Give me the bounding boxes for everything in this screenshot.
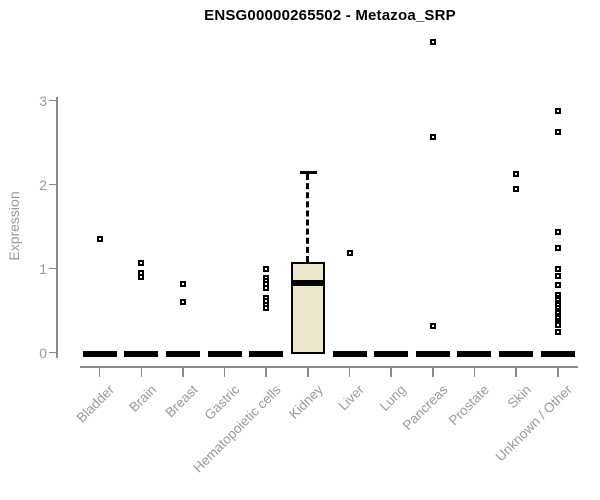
box-kidney (290, 261, 325, 355)
outlier-point (179, 281, 186, 288)
outlier-point (554, 229, 561, 236)
outlier-point (429, 38, 436, 45)
collapsed-box-hematopoietic-cells (249, 350, 284, 357)
x-tick (390, 367, 392, 377)
outlier-point (513, 171, 520, 178)
collapsed-box-liver (332, 350, 367, 357)
outlier-point (554, 282, 561, 289)
outlier-point (554, 321, 561, 328)
y-tick-label: 2 (39, 176, 47, 193)
median-line (290, 279, 325, 286)
x-tick (557, 367, 559, 377)
y-axis-title: Expression (6, 191, 22, 261)
outlier-point (346, 249, 353, 256)
x-axis-label-gastric: Gastric (201, 382, 243, 423)
x-axis-line (80, 366, 578, 368)
outlier-point (96, 236, 103, 243)
y-tick-label: 1 (39, 260, 47, 277)
collapsed-box-breast (165, 350, 200, 357)
y-tick-label: 0 (39, 344, 47, 361)
collapsed-box-pancreas (415, 350, 450, 357)
whisker-line (306, 173, 310, 262)
x-tick (182, 367, 184, 377)
y-tick (49, 183, 57, 186)
x-tick (307, 367, 309, 377)
outlier-point (263, 266, 270, 273)
outlier-point (263, 304, 270, 311)
x-axis-label-pancreas: Pancreas (399, 382, 451, 433)
outlier-point (138, 273, 145, 280)
x-tick (140, 367, 142, 377)
x-axis-label-unknown-other: Unknown / Other (493, 382, 576, 465)
outlier-point (554, 273, 561, 280)
x-tick (223, 367, 226, 377)
outlier-point (429, 323, 436, 330)
y-axis-line (56, 96, 58, 358)
x-axis-label-breast: Breast (162, 382, 201, 421)
y-tick (49, 267, 57, 270)
outlier-point (554, 265, 561, 272)
outlier-point (513, 185, 520, 192)
whisker-cap (299, 170, 317, 174)
outlier-point (179, 299, 186, 306)
collapsed-box-lung (374, 350, 409, 357)
x-tick (432, 367, 434, 377)
x-tick (265, 367, 267, 377)
outlier-point (554, 129, 561, 136)
outlier-point (554, 328, 561, 335)
collapsed-box-brain (124, 350, 159, 357)
collapsed-box-skin (499, 350, 534, 357)
y-tick-label: 3 (39, 92, 47, 109)
collapsed-box-unknown-other (540, 350, 575, 357)
x-axis-label-skin: Skin (504, 382, 534, 412)
chart-title: ENSG00000265502 - Metazoa_SRP (204, 7, 456, 24)
x-axis-label-kidney: Kidney (285, 382, 326, 422)
outlier-point (554, 107, 561, 114)
outlier-point (138, 259, 145, 266)
collapsed-box-prostate (457, 350, 492, 357)
x-tick (473, 367, 476, 377)
outlier-point (554, 245, 561, 252)
x-axis-label-lung: Lung (376, 382, 409, 414)
collapsed-box-gastric (207, 350, 242, 357)
x-axis-label-bladder: Bladder (73, 382, 118, 426)
x-tick (515, 367, 517, 377)
x-axis-label-prostate: Prostate (445, 382, 493, 429)
outlier-point (429, 134, 436, 141)
x-tick (348, 367, 351, 377)
outlier-point (263, 284, 270, 291)
x-axis-label-liver: Liver (335, 382, 368, 414)
collapsed-box-bladder (82, 350, 117, 357)
x-axis-label-brain: Brain (125, 382, 159, 415)
y-tick (49, 351, 57, 354)
x-tick (98, 367, 101, 377)
y-tick (49, 99, 57, 102)
